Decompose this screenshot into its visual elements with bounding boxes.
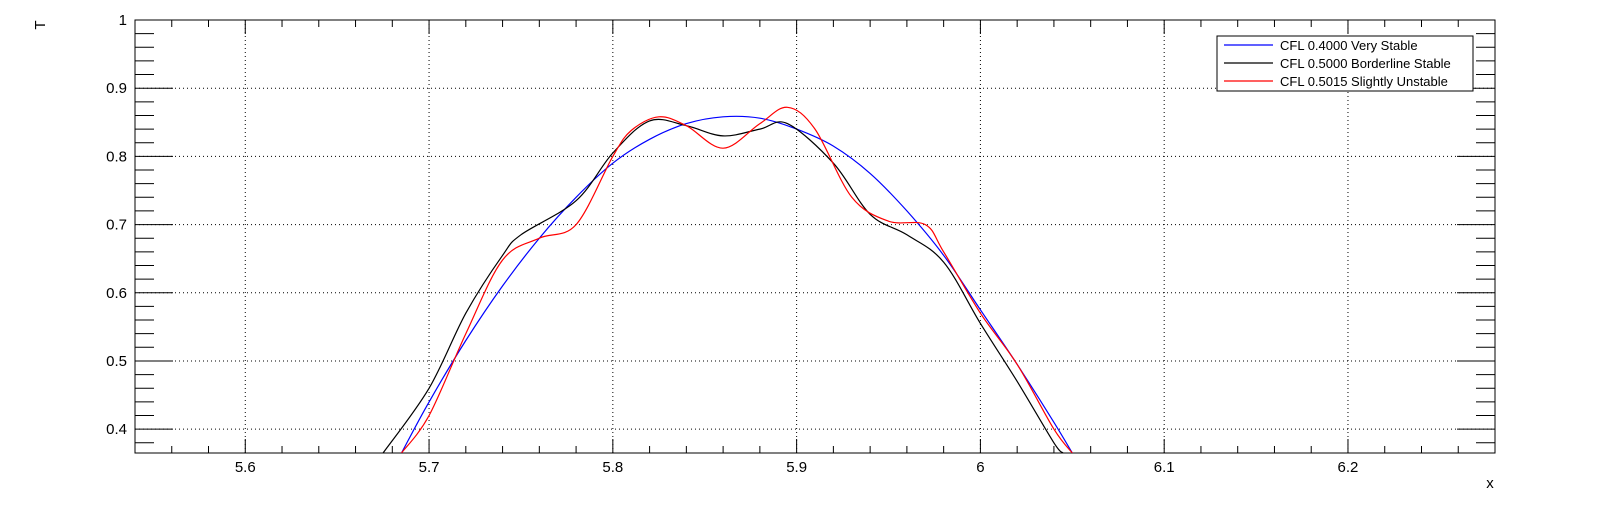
x-tick-label: 6.1 <box>1154 459 1175 476</box>
series-lines <box>382 106 1073 453</box>
y-tick-label: 0.7 <box>106 217 127 234</box>
y-tick-label: 0.4 <box>106 421 127 438</box>
grid <box>135 19 1495 453</box>
x-tick-label: 5.8 <box>602 459 623 476</box>
series-line-cfl-0-5000-borderline-stable <box>382 118 1064 453</box>
x-tick-label: 5.7 <box>419 459 440 476</box>
legend: CFL 0.4000 Very Stable CFL 0.5000 Borderl… <box>1216 35 1474 92</box>
series-line-cfl-0-4000-very-stable <box>400 115 1073 453</box>
x-axis-tick-labels: 5.6 5.7 5.8 5.9 6 6.1 6.2 <box>235 459 1359 476</box>
x-tick-label: 6 <box>976 459 984 476</box>
x-tick-label: 6.2 <box>1338 459 1359 476</box>
y-tick-label: 0.9 <box>106 80 127 97</box>
y-tick-label: 0.6 <box>106 285 127 302</box>
x-tick-label: 5.9 <box>786 459 807 476</box>
legend-label: CFL 0.4000 Very Stable <box>1280 38 1418 53</box>
y-tick-label: 1 <box>119 12 127 29</box>
axis-ticks <box>134 19 1496 453</box>
legend-label: CFL 0.5000 Borderline Stable <box>1280 56 1451 71</box>
y-tick-label: 0.8 <box>106 148 127 165</box>
x-tick-label: 5.6 <box>235 459 256 476</box>
y-axis-title: T <box>32 20 49 29</box>
y-tick-label: 0.5 <box>106 353 127 370</box>
legend-label: CFL 0.5015 Slightly Unstable <box>1280 74 1448 89</box>
plot-area <box>134 19 1496 454</box>
y-axis-tick-labels: 0.4 0.5 0.6 0.7 0.8 0.9 1 <box>106 12 127 438</box>
x-axis-title: x <box>1486 475 1494 492</box>
series-line-cfl-0-5015-slightly-unstable <box>401 106 1073 453</box>
